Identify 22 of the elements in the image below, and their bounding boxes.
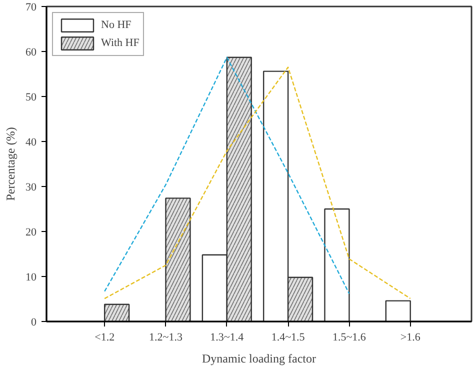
legend-label: No HF [101, 19, 132, 31]
x-tick-label: 1.2~1.3 [149, 332, 183, 344]
y-tick-label: 50 [26, 92, 37, 104]
legend-label: With HF [101, 37, 140, 49]
x-tick-label: 1.3~1.4 [210, 332, 244, 344]
x-tick-label: <1.2 [94, 332, 115, 344]
x-tick-label: 1.5~1.6 [332, 332, 366, 344]
x-tick-label: 1.4~1.5 [271, 332, 306, 344]
x-axis-title: Dynamic loading factor [202, 352, 316, 366]
y-tick-label: 60 [26, 46, 37, 58]
y-tick-label: 20 [26, 226, 37, 238]
x-tick-label: >1.6 [400, 332, 421, 344]
y-axis-title: Percentage (%) [4, 127, 18, 201]
line-series [104, 66, 411, 300]
y-tick-label: 70 [26, 2, 37, 14]
y-tick-label: 10 [26, 272, 37, 284]
line-series [104, 56, 350, 294]
y-tick-label: 40 [26, 136, 37, 148]
y-tick-label: 30 [26, 182, 37, 194]
y-tick-label: 0 [31, 316, 37, 328]
bar [324, 208, 350, 322]
bar [385, 300, 411, 322]
